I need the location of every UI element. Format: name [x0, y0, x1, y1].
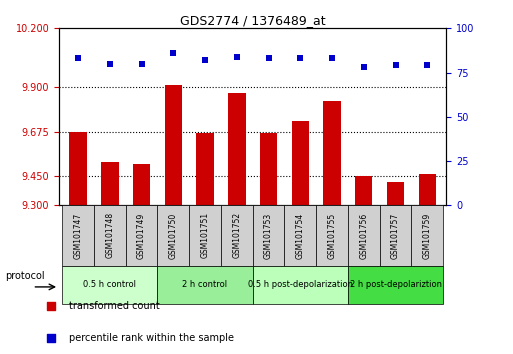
Point — [233, 54, 241, 59]
Bar — [157, 266, 253, 304]
Bar — [189, 205, 221, 266]
Point — [106, 61, 114, 67]
Bar — [133, 164, 150, 205]
Text: GSM101747: GSM101747 — [73, 212, 83, 258]
Point — [169, 50, 177, 56]
Text: GSM101748: GSM101748 — [105, 212, 114, 258]
Bar — [253, 266, 348, 304]
Point — [360, 64, 368, 70]
Text: transformed count: transformed count — [69, 301, 160, 311]
Text: protocol: protocol — [5, 272, 44, 281]
Text: GSM101756: GSM101756 — [359, 212, 368, 258]
Text: percentile rank within the sample: percentile rank within the sample — [69, 333, 234, 343]
Text: GSM101757: GSM101757 — [391, 212, 400, 258]
Bar — [62, 205, 94, 266]
Bar — [165, 85, 182, 205]
Bar — [69, 132, 87, 205]
Bar — [348, 205, 380, 266]
Point — [391, 63, 400, 68]
Point — [328, 56, 336, 61]
Text: GSM101755: GSM101755 — [327, 212, 337, 258]
Bar — [196, 132, 214, 205]
Bar — [316, 205, 348, 266]
Bar — [355, 176, 372, 205]
Text: GSM101754: GSM101754 — [296, 212, 305, 258]
Bar — [94, 205, 126, 266]
Text: GSM101749: GSM101749 — [137, 212, 146, 258]
Bar — [284, 205, 316, 266]
Bar — [221, 205, 253, 266]
Bar — [126, 205, 157, 266]
Bar — [387, 182, 404, 205]
Bar — [260, 132, 277, 205]
Point — [296, 56, 304, 61]
Point — [423, 63, 431, 68]
Bar — [323, 101, 341, 205]
Text: GSM101753: GSM101753 — [264, 212, 273, 258]
Point — [264, 56, 272, 61]
Bar — [101, 162, 119, 205]
Text: GSM101752: GSM101752 — [232, 212, 241, 258]
Bar — [157, 205, 189, 266]
Bar — [380, 205, 411, 266]
Bar — [291, 121, 309, 205]
Text: 2 h control: 2 h control — [183, 280, 228, 290]
Bar — [253, 205, 284, 266]
Point — [47, 303, 55, 309]
Bar — [419, 174, 436, 205]
Point — [201, 57, 209, 63]
Bar — [348, 266, 443, 304]
Point — [74, 56, 82, 61]
Point — [137, 61, 146, 67]
Text: GSM101759: GSM101759 — [423, 212, 432, 258]
Bar — [228, 93, 246, 205]
Bar — [62, 266, 157, 304]
Title: GDS2774 / 1376489_at: GDS2774 / 1376489_at — [180, 14, 325, 27]
Text: GSM101750: GSM101750 — [169, 212, 178, 258]
Text: GSM101751: GSM101751 — [201, 212, 209, 258]
Text: 2 h post-depolariztion: 2 h post-depolariztion — [349, 280, 442, 290]
Bar — [411, 205, 443, 266]
Text: 0.5 h control: 0.5 h control — [83, 280, 136, 290]
Point — [47, 335, 55, 341]
Text: 0.5 h post-depolarization: 0.5 h post-depolarization — [248, 280, 353, 290]
